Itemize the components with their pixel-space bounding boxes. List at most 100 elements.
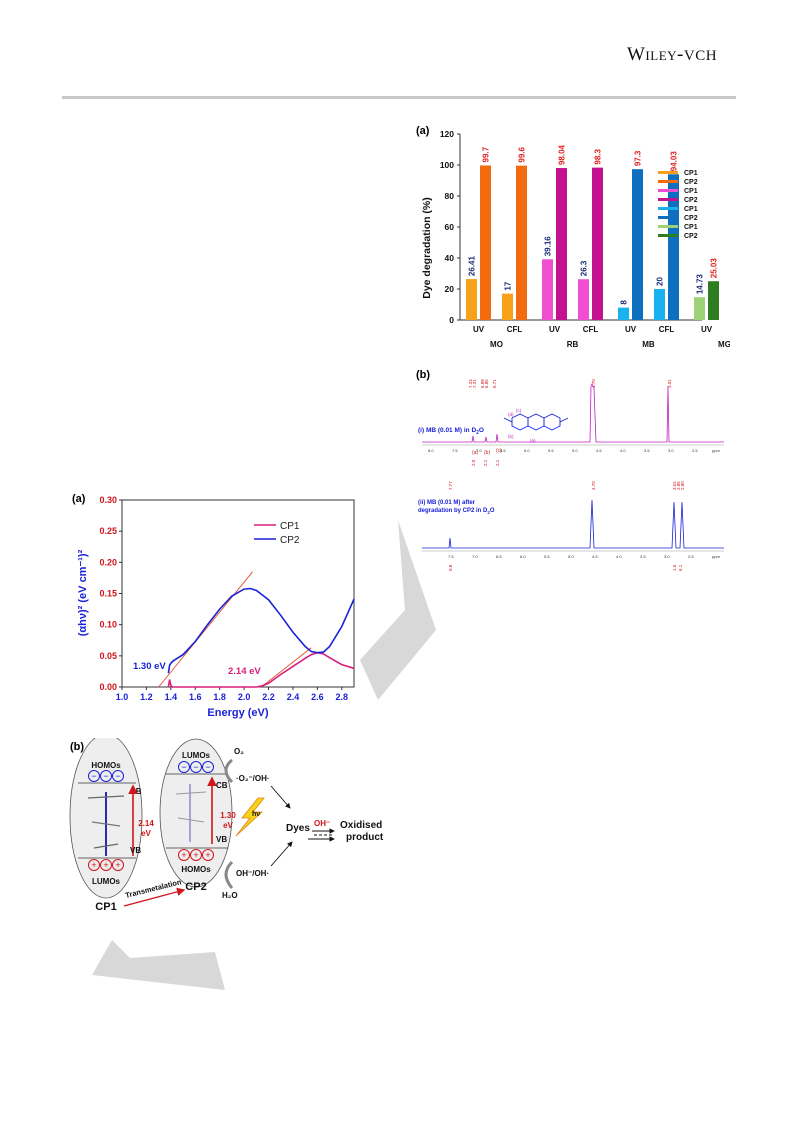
y-tick-label: 0.00 xyxy=(99,682,117,692)
data-label: 94.03 xyxy=(670,151,679,172)
svg-text:6.1: 6.1 xyxy=(678,564,683,571)
hole-row-icon: + + + xyxy=(88,859,124,871)
svg-text:−: − xyxy=(193,762,198,772)
y-tick-label: 20 xyxy=(445,284,455,294)
legend-swatch xyxy=(658,225,678,228)
y-tick-label: 80 xyxy=(445,191,455,201)
oh-minus-label: OH⁻ xyxy=(314,819,330,828)
bar xyxy=(480,165,491,320)
data-label: 99.7 xyxy=(482,146,491,162)
svg-text:7.5: 7.5 xyxy=(448,554,454,559)
svg-text:−: − xyxy=(91,771,96,781)
panel-label: (a) xyxy=(416,125,430,137)
legend-label: CP1 xyxy=(684,206,698,213)
svg-text:HOMOs: HOMOs xyxy=(181,865,211,874)
svg-text:6.5: 6.5 xyxy=(500,448,506,453)
svg-text:8.0: 8.0 xyxy=(428,448,434,453)
y-tick-label: 0 xyxy=(449,315,454,325)
data-label: 39.16 xyxy=(544,236,553,257)
product-label-line2: product xyxy=(346,832,384,843)
svg-text:7.21: 7.21 xyxy=(472,379,477,388)
condition-label: CFL xyxy=(659,325,675,334)
svg-text:(a): (a) xyxy=(472,450,478,456)
product-label-line1: Oxidised xyxy=(340,820,382,831)
bar xyxy=(578,279,589,320)
cp1-structure: HOMOs − − − CB 2.14 eV VB + + + LUMOs xyxy=(69,738,154,899)
svg-text:2.5: 2.5 xyxy=(692,448,698,453)
y-tick-label: 0.20 xyxy=(99,557,117,567)
y-tick-label: 0.05 xyxy=(99,651,117,661)
x-tick-label: 2.6 xyxy=(311,692,324,702)
series-line-cp1 xyxy=(167,651,355,688)
arrow-icon xyxy=(270,841,293,867)
electron-row-icon: − − − xyxy=(88,770,124,782)
legend-label: CP2 xyxy=(684,197,698,204)
bar xyxy=(654,289,665,320)
svg-text:6.0: 6.0 xyxy=(524,448,530,453)
watermark-arrow-upper xyxy=(360,520,436,700)
svg-text:7.77: 7.77 xyxy=(448,481,453,490)
o2-label: O₂ xyxy=(234,747,244,756)
y-tick-label: 120 xyxy=(440,129,454,139)
tangent-line xyxy=(260,647,312,688)
y-axis-label: Dye degradation (%) xyxy=(421,197,433,299)
svg-text:eV: eV xyxy=(141,829,151,838)
x-tick-label: 1.6 xyxy=(189,692,202,702)
svg-text:+: + xyxy=(193,850,198,860)
nmr-spectrum-i: 7.24 7.21 6.88 6.85 6.71 4.70 3.01 (i) M… xyxy=(418,379,724,466)
legend-swatch xyxy=(658,198,678,201)
electron-row-icon: − − − xyxy=(178,761,214,773)
svg-text:2.85: 2.85 xyxy=(676,481,681,490)
spectrum-ii-title-line2: degradation by CP2 in D2O xyxy=(418,508,495,515)
legend-swatch xyxy=(658,216,678,219)
legend-swatch xyxy=(658,207,678,210)
legend-label: CP1 xyxy=(684,224,698,231)
bar xyxy=(592,167,603,320)
svg-text:7.0: 7.0 xyxy=(472,554,478,559)
bar xyxy=(466,279,477,320)
publisher-logo: Wiley-VCH xyxy=(627,44,718,65)
data-label: 17 xyxy=(504,281,513,290)
svg-text:+: + xyxy=(103,860,108,870)
svg-text:3.0: 3.0 xyxy=(668,448,674,453)
svg-text:−: − xyxy=(205,762,210,772)
x-tick-label: 2.2 xyxy=(262,692,275,702)
svg-text:1.0: 1.0 xyxy=(672,564,677,571)
svg-text:2.14: 2.14 xyxy=(138,819,154,828)
data-label: 20 xyxy=(656,277,665,286)
svg-text:5.0: 5.0 xyxy=(572,448,578,453)
svg-text:4.5: 4.5 xyxy=(596,448,602,453)
svg-text:5.5: 5.5 xyxy=(544,554,550,559)
photocatalysis-schematic: (b) HOMOs − − − CB 2.14 eV VB + + + LUMO… xyxy=(69,738,384,913)
y-tick-label: 0.10 xyxy=(99,620,117,630)
curved-arrow-icon xyxy=(224,758,234,784)
hole-row-icon: + + + xyxy=(178,849,214,861)
data-label: 26.41 xyxy=(468,255,477,276)
svg-text:LUMOs: LUMOs xyxy=(182,751,211,760)
svg-text:2.80: 2.80 xyxy=(680,481,685,490)
svg-text:eV: eV xyxy=(223,821,233,830)
data-label: 98.3 xyxy=(594,149,603,165)
transmetalation-label: Transmetalation xyxy=(124,877,182,900)
legend-label: CP2 xyxy=(684,179,698,186)
svg-text:(b): (b) xyxy=(508,434,514,439)
legend-label: CP1 xyxy=(280,521,300,532)
tauc-plot: (a) 0.00 0.05 0.10 0.15 0.20 0.25 0.30 1.0 1.2 1… xyxy=(72,493,355,719)
svg-text:+: + xyxy=(181,850,186,860)
data-label: 98.04 xyxy=(558,144,567,165)
svg-text:4.70: 4.70 xyxy=(591,379,596,388)
condition-label: UV xyxy=(701,325,713,334)
legend-label: CP2 xyxy=(684,233,698,240)
svg-text:−: − xyxy=(103,771,108,781)
watermark-arrow-lower xyxy=(92,940,225,990)
molecule-icon xyxy=(87,792,125,856)
svg-text:7.5: 7.5 xyxy=(452,448,458,453)
nmr-spectra: (b) 7.24 7.21 6.88 6.85 6.71 4.70 3.01 (… xyxy=(416,369,724,571)
y-tick-label: 0.30 xyxy=(99,495,117,505)
data-label: 25.03 xyxy=(710,258,719,279)
transmetalation-arrow xyxy=(123,887,186,907)
svg-text:6.88: 6.88 xyxy=(480,379,485,388)
bar xyxy=(516,165,527,320)
annotation-2-14ev: 2.14 eV xyxy=(228,666,261,677)
cp1-label: CP1 xyxy=(95,901,116,913)
